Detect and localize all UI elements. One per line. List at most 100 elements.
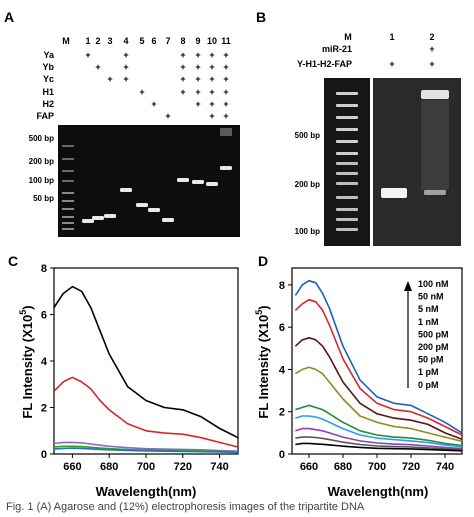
panel-c-y-axis-title-close: ) (20, 305, 35, 309)
panel-a-gel-image (58, 125, 240, 237)
panel-a-sample-band (206, 182, 218, 186)
panel-c-y-axis-title-exponent: 5 (18, 310, 28, 315)
panel-c-label: C (8, 253, 18, 269)
panel-a-ladder-band (62, 170, 74, 172)
panel-b-ladder-band (336, 116, 358, 119)
panel-a-plus-sign: + (139, 87, 144, 97)
panel-b-ladder-band (336, 128, 358, 131)
panel-a-plus-sign: + (85, 50, 90, 60)
panel-a-plus-sign: + (209, 74, 214, 84)
panel-b-ladder-band (336, 196, 358, 199)
panel-a-lane-number: 7 (165, 36, 170, 46)
panel-c-x-axis-title: Wavelength(nm) (96, 484, 197, 499)
panel-a-ladder-band (62, 208, 74, 210)
panel-b-marker-label: 200 bp (295, 180, 320, 189)
panel-a-marker-labels: 500 bp 200 bp 100 bp 50 bp (29, 134, 54, 203)
panel-d-y-tick-label: 6 (279, 322, 285, 334)
panel-d-y-tick-label: 4 (279, 364, 286, 376)
panel-a-plus-sign: + (223, 74, 228, 84)
figure-canvas: A M 1 2 3 4 5 6 7 8 9 10 11 Ya + + + + + +Yb + + + + + +Yc + + + +… (4, 9, 463, 499)
panel-a-plus-sign: + (209, 87, 214, 97)
panel-a-row-label: H1 (42, 87, 54, 97)
panel-d-legend-entry: 50 pM (418, 355, 444, 365)
panel-a-plus-sign: + (195, 99, 200, 109)
panel-a-ladder-band (62, 228, 74, 230)
panel-d-series-line-8 (295, 436, 463, 451)
panel-a-marker-lane-label: M (62, 36, 70, 46)
panel-a-condition-rows: Ya + + + + + + Yb + + + + + + Yc + + + + + + H1 + + + + + H2 + + + + FAP… (36, 50, 228, 121)
panel-c-x-tick-label: 660 (63, 461, 81, 473)
panel-a-label: A (4, 9, 14, 25)
panel-a-lane-number: 6 (151, 36, 156, 46)
panel-d-legend-entry: 1 pM (418, 367, 439, 377)
panel-d-legend-entry: 500 pM (418, 329, 449, 339)
panel-d-x-tick-label: 660 (300, 461, 318, 473)
panel-c-y-axis-title: FL Intensity (X105) (18, 305, 35, 418)
panel-d-series-line-6 (295, 415, 463, 448)
panel-a-plus-sign: + (195, 62, 200, 72)
panel-a-lane-number: 2 (95, 36, 100, 46)
panel-b-row-label: Y-H1-H2-FAP (297, 59, 352, 69)
panel-a-sample-band (192, 180, 204, 184)
panel-d-y-tick-label: 8 (279, 280, 285, 292)
panel-a-plus-sign: + (209, 50, 214, 60)
panel-b-ladder-band (336, 208, 358, 211)
panel-d-chart: D FL Intensity (X105) Wavelength(nm) 660… (254, 253, 463, 499)
panel-d-legend-entry: 1 nM (418, 317, 439, 327)
panel-b-label: B (256, 9, 266, 25)
panel-b-ladder-band (336, 182, 358, 185)
panel-a-ladder-band (62, 145, 74, 147)
panel-a-plus-sign: + (123, 62, 128, 72)
panel-a-plus-sign: + (123, 74, 128, 84)
panel-b-marker-label: 500 bp (295, 131, 320, 140)
panel-b-ladder-band (336, 172, 358, 175)
panel-a-plus-sign: + (195, 50, 200, 60)
panel-d-x-tick-label: 740 (436, 461, 454, 473)
panel-d-legend-entry: 200 pM (418, 342, 449, 352)
panel-a-plus-sign: + (223, 62, 228, 72)
panel-d-legend-entry: 0 pM (418, 380, 439, 390)
panel-b-lane1-band (381, 188, 407, 198)
panel-d-series-line-4 (294, 366, 463, 443)
panel-a-sample-band (136, 203, 148, 207)
figure-caption: Fig. 1 (A) Agarose and (12%) electrophor… (6, 501, 365, 513)
panel-d-series-line-9 (295, 442, 463, 452)
panel-a-bands (62, 128, 232, 230)
panel-b-lane-number: 2 (429, 32, 434, 42)
panel-d-legend-arrow-head (404, 281, 412, 291)
panel-a-lane-numbers: 1 2 3 4 5 6 7 8 9 10 11 (85, 36, 230, 46)
panel-d-series-line-3 (294, 336, 463, 440)
panel-a-plus-sign: + (180, 62, 185, 72)
panel-d-y-tick-label: 2 (279, 407, 285, 419)
panel-a-plus-sign: + (180, 74, 185, 84)
panel-d-y-axis-title-main: FL Intensity (X10 (256, 315, 271, 419)
panel-c-y-tick-label: 6 (41, 310, 47, 322)
panel-a-plus-sign: + (209, 111, 214, 121)
panel-b-ladder-band (336, 152, 358, 155)
panel-a-marker-label: 200 bp (29, 157, 54, 166)
panel-c-x-tick-label: 680 (100, 461, 118, 473)
panel-b-plus-sign: + (429, 44, 434, 54)
panel-b-condition-rows: miR-21 + Y-H1-H2-FAP + + (297, 44, 435, 69)
panel-a-well-smear (220, 128, 232, 136)
panel-d-y-tick-label: 0 (279, 449, 285, 461)
panel-b-bands (336, 90, 449, 231)
panel-a-plus-sign: + (107, 74, 112, 84)
panel-c-x-tick-label: 720 (174, 461, 192, 473)
panel-a-lane-number: 3 (107, 36, 112, 46)
panel-a-lane-number: 10 (207, 36, 217, 46)
panel-a-plus-sign: + (223, 50, 228, 60)
panel-a-ladder-band (62, 158, 74, 160)
panel-d-y-axis-title-close: ) (256, 305, 271, 309)
panel-c-x-tick-label: 700 (137, 461, 155, 473)
panel-a-ladder-band (62, 200, 74, 202)
panel-b-marker-label: 100 bp (295, 227, 320, 236)
panel-c-series-line-2 (53, 376, 239, 448)
panel-c-y-tick-label: 8 (41, 263, 47, 275)
panel-a-sample-band (104, 214, 116, 218)
panel-a-plus-sign: + (209, 62, 214, 72)
panel-b-ladder-band (336, 228, 358, 231)
panel-a-gel: A M 1 2 3 4 5 6 7 8 9 10 11 Ya + + + + + + Yb + + + + + + Yc + + + +… (4, 9, 240, 237)
panel-a-ladder-band (62, 192, 74, 194)
